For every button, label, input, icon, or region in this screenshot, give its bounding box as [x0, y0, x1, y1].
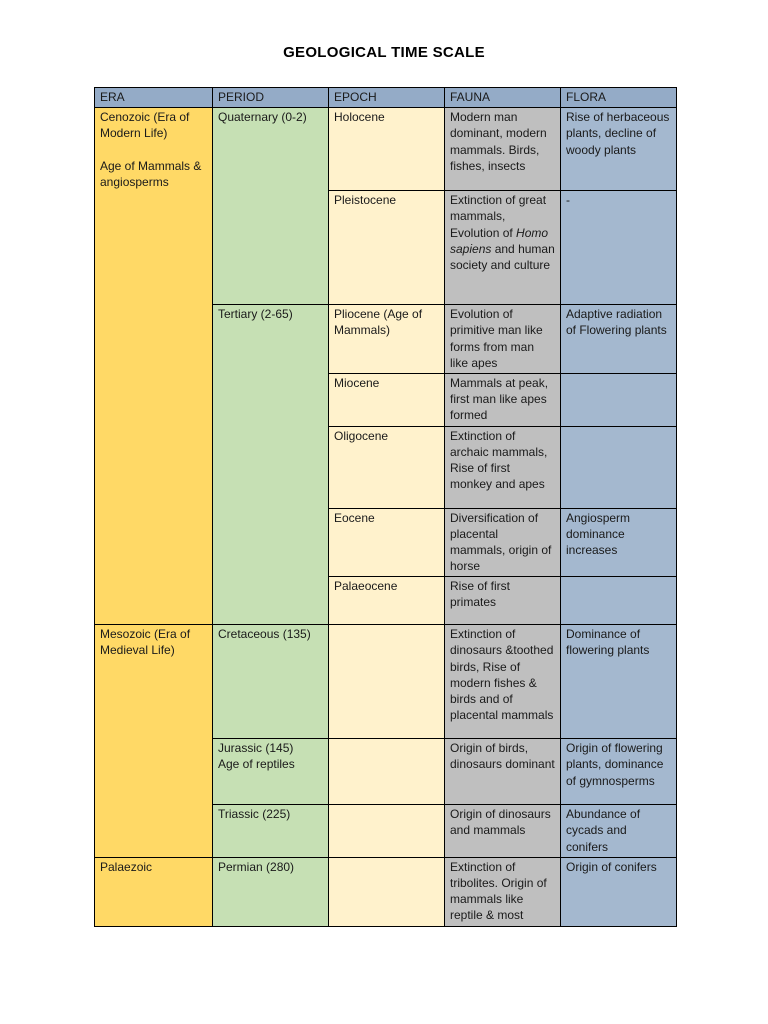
table-row: Palaezoic Permian (280) Extinction of tr… [94, 856, 677, 927]
period-cell-quaternary: Quaternary (0-2) [212, 107, 329, 306]
table-header-row: ERA PERIOD EPOCH FAUNA FLORA [94, 86, 677, 109]
flora-cell-cretaceous: Dominance of flowering plants [560, 624, 677, 740]
table-row: Cenozoic (Era of Modern Life) Age of Mam… [94, 107, 677, 626]
column-header-flora: FLORA [560, 86, 677, 109]
epoch-cell-holocene: Holocene [328, 107, 445, 192]
fauna-cell-cretaceous: Extinction of dinosaurs &toothed birds, … [444, 624, 561, 740]
flora-cell-eocene: Angiosperm dominance increases [560, 507, 677, 578]
fauna-cell-eocene: Diversification of placental mammals, or… [444, 507, 561, 578]
flora-cell-palaeocene [560, 576, 677, 626]
period-cell-jurassic: Jurassic (145) Age of reptiles [212, 738, 329, 806]
column-header-epoch: EPOCH [328, 86, 445, 109]
fauna-cell-jurassic: Origin of birds, dinosaurs dominant [444, 738, 561, 806]
period-cell-triassic: Triassic (225) [212, 804, 329, 858]
flora-cell-pleistocene: - [560, 190, 677, 306]
epoch-cell-eocene: Eocene [328, 507, 445, 578]
fauna-cell-holocene: Modern man dominant, modern mammals. Bir… [444, 107, 561, 192]
table-row: Oligocene Extinction of archaic mammals,… [95, 425, 677, 509]
fauna-cell-miocene: Mammals at peak, first man like apes for… [444, 372, 561, 427]
table-row: Pleistocene Extinction of great mammals,… [95, 190, 677, 306]
column-header-period: PERIOD [212, 86, 329, 109]
fauna-cell-oligocene: Extinction of archaic mammals, Rise of f… [444, 425, 561, 509]
column-header-era: ERA [94, 86, 213, 109]
fauna-cell-permian: Extinction of tribolites. Origin of mamm… [444, 856, 561, 927]
fauna-cell-pleistocene: Extinction of great mammals, Evolution o… [444, 190, 561, 306]
epoch-cell-oligocene: Oligocene [328, 425, 445, 509]
epoch-cell-miocene: Miocene [328, 372, 445, 427]
flora-cell-pliocene: Adaptive radiation of Flowering plants [560, 304, 677, 374]
epoch-cell-palaeocene: Palaeocene [328, 576, 445, 626]
epoch-cell-pliocene: Pliocene (Age of Mammals) [328, 304, 445, 374]
era-cell-cenozoic: Cenozoic (Era of Modern Life) Age of Mam… [94, 107, 213, 626]
fauna-text-italic-homo-sapiens: Homo sapiens [450, 225, 549, 256]
epoch-cell-pleistocene: Pleistocene [328, 190, 445, 306]
table-row: Miocene Mammals at peak, first man like … [95, 372, 677, 427]
period-cell-cretaceous: Cretaceous (135) [212, 624, 329, 740]
page-title: GEOLOGICAL TIME SCALE [283, 44, 485, 61]
era-cell-mesozoic: Mesozoic (Era of Medieval Life) [94, 624, 213, 858]
fauna-cell-palaeocene: Rise of first primates [444, 576, 561, 626]
flora-cell-jurassic: Origin of flowering plants, dominance of… [560, 738, 677, 806]
flora-cell-triassic: Abundance of cycads and conifers [560, 804, 677, 858]
fauna-cell-pliocene: Evolution of primitive man like forms fr… [444, 304, 561, 374]
geological-time-scale-table: ERA PERIOD EPOCH FAUNA FLORA Cenozoic (E… [94, 86, 677, 927]
fauna-text-before: Extinction of great mammals, Evolution o… [450, 193, 547, 240]
flora-cell-miocene [560, 372, 677, 427]
period-cell-tertiary: Tertiary (2-65) [212, 304, 329, 626]
era-cell-palaezoic: Palaezoic [94, 856, 213, 927]
table-row: Mesozoic (Era of Medieval Life) Cretaceo… [94, 624, 677, 858]
epoch-cell-permian-empty [328, 856, 445, 927]
fauna-cell-triassic: Origin of dinosaurs and mammals [444, 804, 561, 858]
flora-cell-holocene: Rise of herbaceous plants, decline of wo… [560, 107, 677, 192]
epoch-cell-cretaceous-empty [328, 624, 445, 740]
table-row: Jurassic (145) Age of reptiles Origin of… [95, 738, 677, 806]
column-header-fauna: FAUNA [444, 86, 561, 109]
epoch-cell-jurassic-empty [328, 738, 445, 806]
epoch-cell-triassic-empty [328, 804, 445, 858]
table-row: Triassic (225) Origin of dinosaurs and m… [95, 804, 677, 858]
fauna-text-after: and human society and culture [450, 241, 555, 272]
table-row: Tertiary (2-65) Pliocene (Age of Mammals… [95, 304, 677, 626]
period-cell-permian: Permian (280) [212, 856, 329, 927]
table-row: Palaeocene Rise of first primates [95, 576, 677, 626]
flora-cell-oligocene [560, 425, 677, 509]
flora-cell-permian: Origin of conifers [560, 856, 677, 927]
table-row: Eocene Diversification of placental mamm… [95, 507, 677, 578]
